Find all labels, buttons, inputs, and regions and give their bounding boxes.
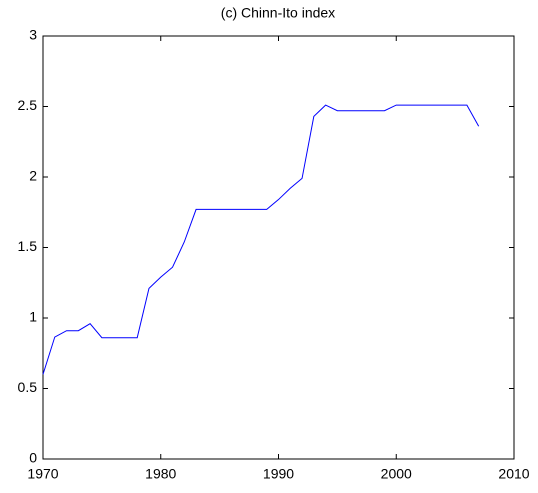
x-tick-label: 1990 xyxy=(263,466,294,482)
plot-frame xyxy=(42,35,515,460)
y-tick-label: 1 xyxy=(29,309,37,325)
y-tick-label: 2.5 xyxy=(18,97,38,113)
y-tick-label: 2 xyxy=(29,168,37,184)
x-tick-label: 1970 xyxy=(27,466,58,482)
chart-title: (c) Chinn-Ito index xyxy=(221,5,335,21)
y-tick-label: 1.5 xyxy=(18,238,38,254)
y-tick-label: 0.5 xyxy=(18,379,38,395)
x-tick-label: 2000 xyxy=(381,466,412,482)
x-tick-label: 2010 xyxy=(498,466,529,482)
x-tick-label: 1980 xyxy=(145,466,176,482)
y-tick-label: 0 xyxy=(29,450,37,466)
data-line xyxy=(42,104,480,375)
y-tick-label: 3 xyxy=(29,27,37,43)
